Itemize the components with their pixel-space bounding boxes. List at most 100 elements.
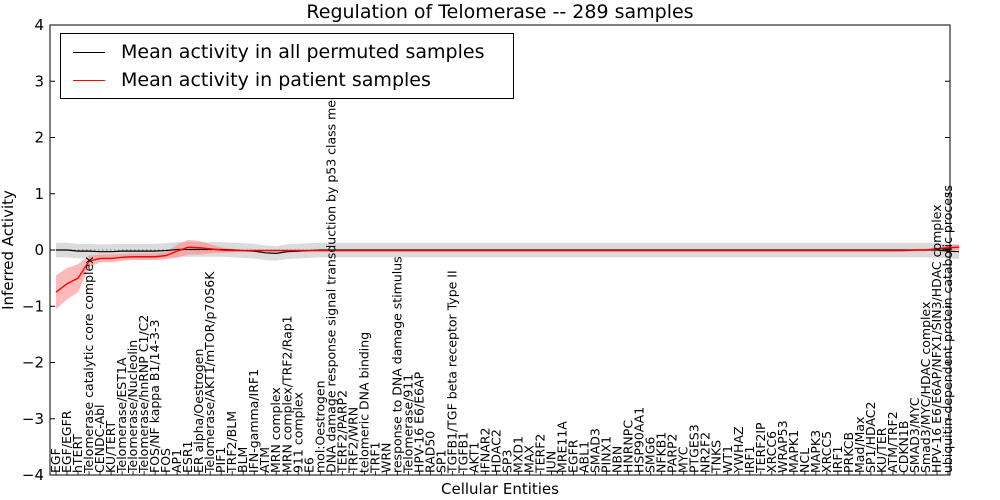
- x-tick-label: TGFB1/TGF beta receptor Type II: [444, 270, 459, 474]
- x-tick-label: Telomerase catalytic core complex: [81, 257, 96, 474]
- x-tick-label: RAD50: [422, 431, 437, 473]
- x-tick-label: NBN: [610, 446, 625, 473]
- x-tick-label: EGF/EGFR: [59, 410, 74, 473]
- y-tick-label: −1: [22, 297, 44, 315]
- x-tick-label: WRN: [378, 443, 393, 473]
- x-tick-label: ATM: [257, 447, 272, 473]
- x-tick-label: AP1: [169, 449, 184, 473]
- x-tick-label: MAX: [522, 445, 537, 473]
- x-tick-label: Telomerase/911: [400, 374, 415, 474]
- x-axis-label: Cellular Entities: [441, 480, 559, 498]
- x-tick-label: NCL: [797, 448, 812, 473]
- x-tick-label: PIF1: [213, 447, 228, 473]
- x-tick-label: ABL1: [577, 441, 592, 473]
- x-tick-label: FOS: [158, 448, 173, 473]
- legend: Mean activity in all permuted samples Me…: [60, 33, 514, 99]
- x-tick-label: mol:Oestrogen: [312, 380, 327, 473]
- x-tick-label: JUN: [544, 451, 559, 474]
- legend-line-red: [73, 79, 105, 81]
- x-tick-label: MRE11A: [555, 421, 570, 473]
- x-tick-label: XRCC5: [819, 431, 834, 473]
- x-tick-label: hTERT: [70, 434, 85, 473]
- x-tick-label: PARP2: [665, 434, 680, 473]
- x-tick-label: IFNAR2: [477, 428, 492, 473]
- y-tick-label: 2: [34, 129, 44, 147]
- chart-title: Regulation of Telomerase -- 289 samples: [306, 1, 693, 23]
- x-tick-label: TERF2IP: [753, 422, 768, 474]
- x-tick-label: IRF1: [742, 445, 757, 473]
- x-tick-label: KU/TERT: [103, 420, 118, 473]
- x-tick-label: NR2F2: [698, 432, 713, 473]
- x-tick-label: SMAD3: [588, 428, 603, 473]
- legend-entry-patient: Mean activity in patient samples: [73, 68, 431, 92]
- y-tick-label: 3: [34, 72, 44, 90]
- x-tick-label: Telomerase/EST1A: [114, 357, 129, 474]
- x-tick-label: SP3: [500, 450, 515, 473]
- x-tick-label: BLM: [235, 447, 250, 473]
- x-tick-label: HPV-16 E6/E6AP: [411, 371, 426, 473]
- x-tick-label: EGFR: [566, 439, 581, 473]
- x-tick-label: PRKCB: [841, 432, 856, 473]
- x-tick-label: PINX1: [599, 436, 614, 473]
- x-tick-label: ESR1: [180, 441, 195, 473]
- legend-entry-permuted: Mean activity in all permuted samples: [73, 40, 484, 64]
- x-tick-label: MYC: [676, 446, 691, 473]
- x-tick-label: IFN-gamma/IRF1: [246, 369, 261, 473]
- x-tick-label: XRCC6: [764, 431, 779, 473]
- y-tick-label: −3: [22, 410, 44, 428]
- y-tick-label: −4: [22, 466, 44, 484]
- x-tick-label: MAPK1: [786, 430, 801, 473]
- x-tick-label: Telomerase/Nucleolin: [125, 340, 140, 474]
- x-tick-label: ATM/TRF2: [885, 411, 900, 473]
- x-tick-label: CENDC-Abl: [92, 404, 107, 473]
- x-tick-label: FOS/NF kappa B1/14-3-3: [147, 320, 162, 473]
- x-tick-label: TRF2/BLM: [224, 411, 239, 474]
- x-tick-label: ubiquitin-dependent protein catabolic pr…: [940, 185, 955, 473]
- x-tick-label: response to DNA damage stimulus: [389, 256, 404, 473]
- x-tick-label: TERF2/PARP2: [334, 390, 349, 474]
- x-tick-label: Telomerase/hnRNP C1/C2: [136, 315, 151, 474]
- x-tick-label: MAPK3: [808, 430, 823, 473]
- x-tick-label: NFKB1: [654, 432, 669, 473]
- x-tick-label: AKT1: [466, 442, 481, 473]
- x-tick-label: SMG6: [643, 437, 658, 473]
- x-tick-label: telomeric DNA binding: [356, 332, 371, 473]
- y-tick-label: 4: [34, 16, 44, 34]
- y-tick-label: −2: [22, 354, 44, 372]
- x-tick-label: WRAP53: [775, 420, 790, 473]
- x-tick-label: DNA damage response signal transduction …: [323, 62, 338, 473]
- x-tick-label: MXD1: [511, 436, 526, 473]
- x-tick-label: EGF: [48, 448, 63, 473]
- legend-label-permuted: Mean activity in all permuted samples: [121, 41, 485, 63]
- bands: [56, 239, 960, 310]
- x-tick-label: TERF2: [533, 434, 548, 474]
- x-tick-label: TNKS: [709, 440, 724, 474]
- x-tick-label: SP1: [433, 450, 448, 473]
- x-tick-label: TRF1: [367, 442, 382, 474]
- patient-series-line: [55, 246, 960, 293]
- x-tick-label: MRN complex: [268, 387, 283, 473]
- x-tick-label: YWHAZ: [731, 426, 746, 474]
- x-tick-label: HSP90AA1: [632, 407, 647, 473]
- x-tick-label: CDKN1B: [896, 421, 911, 473]
- y-tick-label: 1: [34, 185, 44, 203]
- lines: [50, 246, 960, 293]
- x-tick-label: E6: [301, 457, 316, 473]
- x-tick-label: ER alpha/Oestrogen: [191, 349, 206, 473]
- x-tick-label: HNRNPC: [621, 420, 636, 473]
- x-tick-label: KU/TER: [874, 427, 889, 473]
- x-tick-label: HPV-16 E6/E6AP/NFX1/SIN3/HDAC complex: [929, 204, 944, 473]
- x-tick-label: SMAD3/MYC: [907, 397, 922, 473]
- x-tick-label: Telomerase/AKT1/mTOR/p70S6K: [202, 271, 217, 474]
- x-tick-label: Smad3/MYC/HDAC complex: [918, 302, 933, 473]
- legend-line-black: [73, 51, 105, 53]
- x-tick-label: HDAC2: [488, 429, 503, 473]
- x-tick-label: PTGES3: [687, 424, 702, 473]
- legend-label-patient: Mean activity in patient samples: [121, 69, 431, 91]
- x-tick-label: TRF2/WRN: [345, 407, 360, 474]
- x-tick-label: Mad/Max: [852, 417, 867, 473]
- x-tick-label: TGFB1: [455, 432, 470, 474]
- x-tick-label: MRN complex/TRF2/Rap1: [279, 315, 294, 473]
- y-axis-label: Inferred Activity: [0, 190, 17, 310]
